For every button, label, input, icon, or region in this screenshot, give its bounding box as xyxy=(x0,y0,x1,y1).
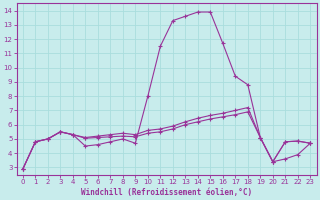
X-axis label: Windchill (Refroidissement éolien,°C): Windchill (Refroidissement éolien,°C) xyxy=(81,188,252,197)
